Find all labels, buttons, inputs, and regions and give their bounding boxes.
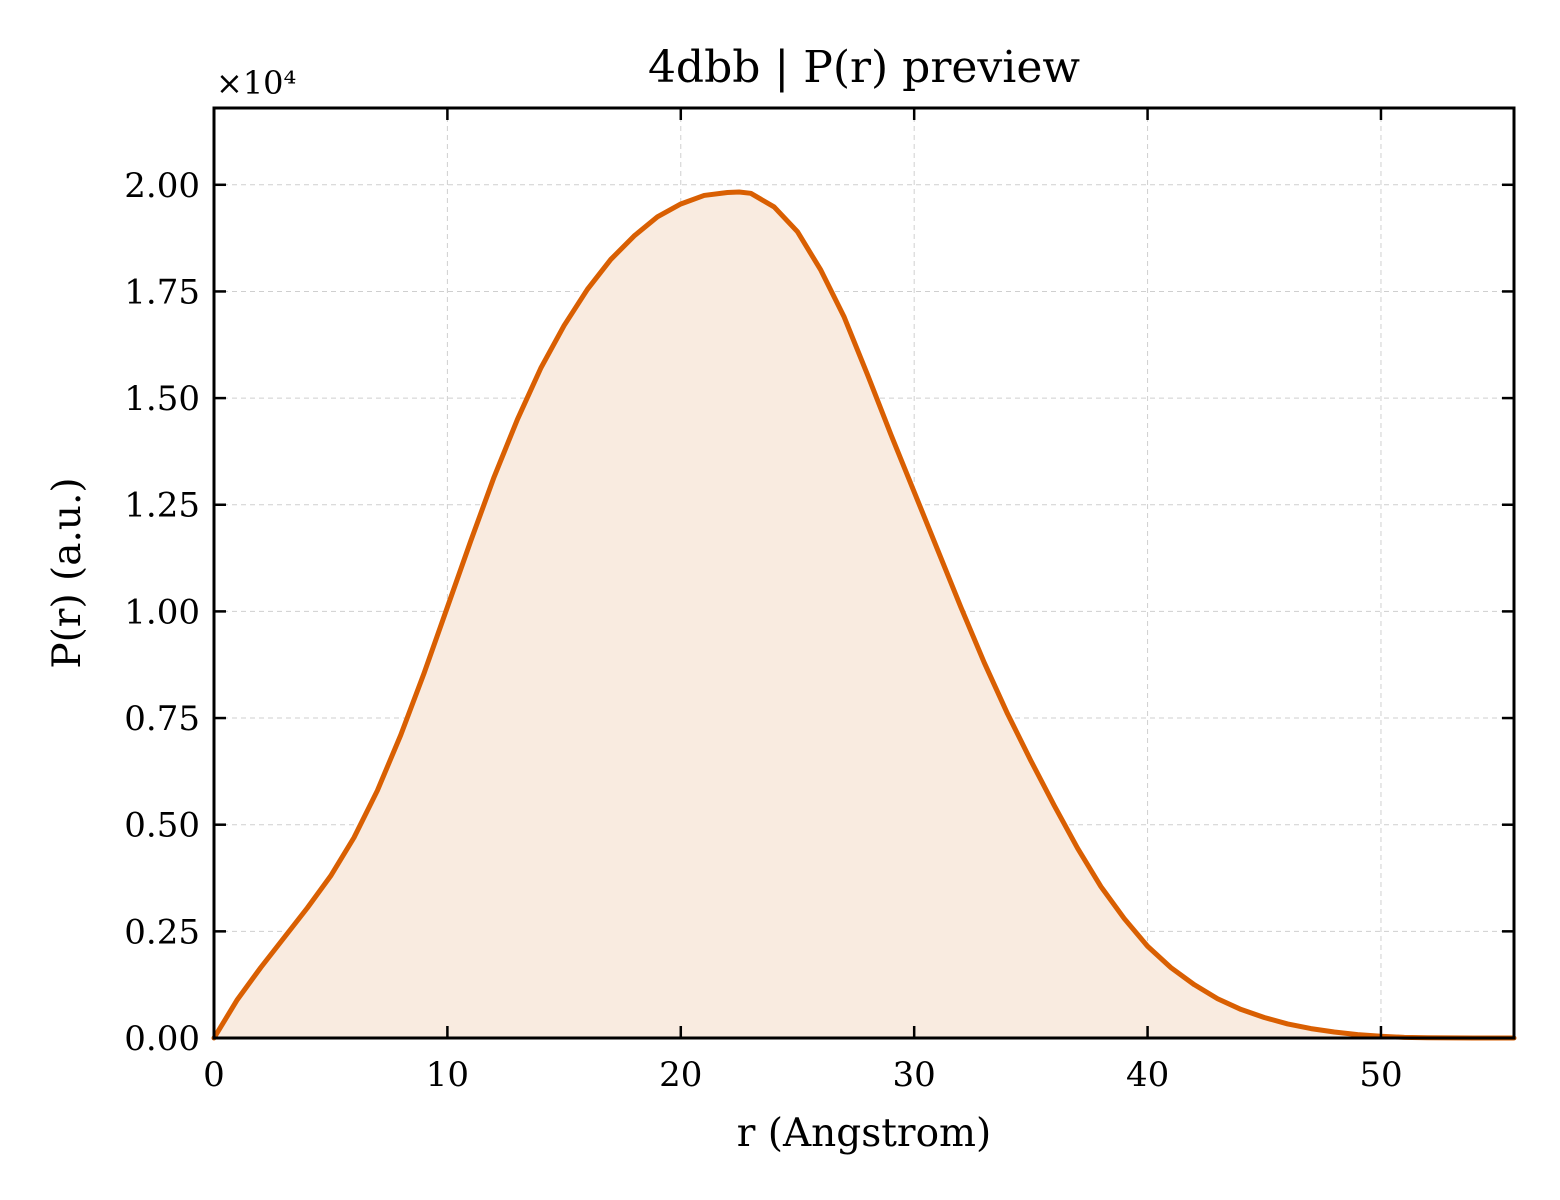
y-offset-label: ×10⁴	[216, 64, 296, 102]
x-tick-label-2: 20	[659, 1055, 702, 1095]
y-tick-label-1: 0.25	[124, 912, 200, 952]
x-axis-label: r (Angstrom)	[737, 1111, 992, 1156]
y-tick-label-8: 2.00	[124, 166, 200, 206]
grid	[214, 108, 1514, 1038]
x-tick-label-1: 10	[426, 1055, 469, 1095]
area-fill	[214, 192, 1514, 1039]
y-tick-label-3: 0.75	[124, 699, 200, 739]
x-tick-label-3: 30	[893, 1055, 936, 1095]
chart-title: 4dbb | P(r) preview	[648, 42, 1080, 93]
series-line	[211, 189, 1517, 1041]
ticks: 0 10 20 30 40 50 0.00 0.25 0.50 0.75 1.00 1.25 1.50 1…	[124, 108, 1514, 1095]
y-tick-label-6: 1.50	[124, 379, 200, 419]
y-tick-label-2: 0.50	[124, 806, 200, 846]
y-tick-label-7: 1.75	[124, 272, 200, 312]
y-tick-label-4: 1.00	[124, 592, 200, 632]
y-tick-label-0: 0.00	[124, 1019, 200, 1059]
x-tick-label-4: 40	[1126, 1055, 1169, 1095]
plot-frame	[212, 106, 1516, 1040]
y-axis-label: P(r) (a.u.)	[45, 477, 90, 668]
x-tick-label-5: 50	[1359, 1055, 1402, 1095]
y-tick-label-5: 1.25	[124, 486, 200, 526]
x-tick-label-0: 0	[203, 1055, 225, 1095]
